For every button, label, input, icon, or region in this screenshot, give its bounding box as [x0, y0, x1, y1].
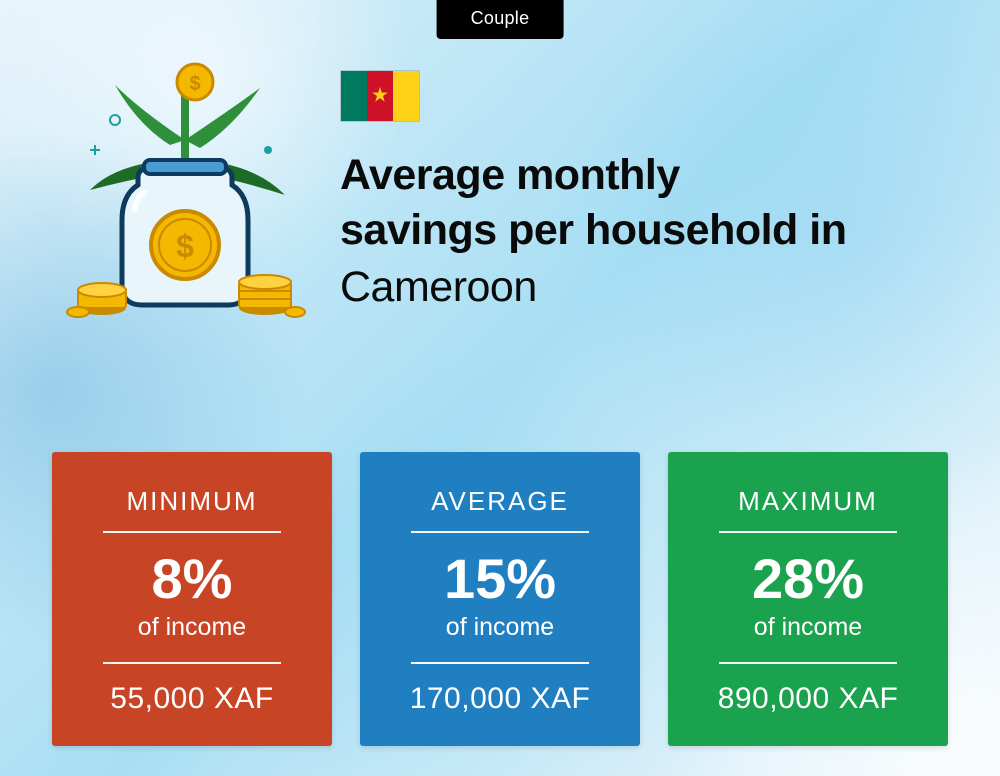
divider — [103, 662, 281, 664]
title-block: ★ Average monthly savings per household … — [340, 60, 940, 315]
flag-stripe-red: ★ — [367, 71, 393, 121]
card-maximum: MAXIMUM 28% of income 890,000 XAF — [668, 452, 948, 746]
card-minimum: MINIMUM 8% of income 55,000 XAF — [52, 452, 332, 746]
stat-cards: MINIMUM 8% of income 55,000 XAF AVERAGE … — [52, 452, 948, 746]
card-average: AVERAGE 15% of income 170,000 XAF — [360, 452, 640, 746]
card-sub: of income — [78, 613, 306, 642]
flag-stripe-green — [341, 71, 367, 121]
flag-star-icon: ★ — [371, 86, 389, 106]
card-amount: 890,000 XAF — [694, 682, 922, 716]
card-amount: 55,000 XAF — [78, 682, 306, 716]
cameroon-flag-icon: ★ — [340, 70, 420, 122]
card-sub: of income — [694, 613, 922, 642]
household-tab[interactable]: Couple — [437, 0, 564, 39]
card-amount: 170,000 XAF — [386, 682, 614, 716]
divider — [411, 662, 589, 664]
card-percent: 15% — [386, 551, 614, 607]
card-sub: of income — [386, 613, 614, 642]
header: $ $ — [60, 60, 940, 320]
divider — [103, 531, 281, 533]
country-name: Cameroon — [340, 260, 940, 315]
page-title: Average monthly savings per household in… — [340, 148, 940, 315]
flag-stripe-yellow — [393, 71, 419, 121]
card-label: MAXIMUM — [694, 486, 922, 517]
card-percent: 28% — [694, 551, 922, 607]
title-line-1: Average monthly — [340, 151, 680, 199]
divider — [719, 662, 897, 664]
savings-jar-illustration: $ $ — [60, 60, 310, 320]
card-label: AVERAGE — [386, 486, 614, 517]
svg-text:$: $ — [176, 228, 194, 264]
card-percent: 8% — [78, 551, 306, 607]
svg-text:$: $ — [189, 73, 200, 95]
divider — [411, 531, 589, 533]
divider — [719, 531, 897, 533]
title-line-2: savings per household in — [340, 206, 846, 254]
card-label: MINIMUM — [78, 486, 306, 517]
